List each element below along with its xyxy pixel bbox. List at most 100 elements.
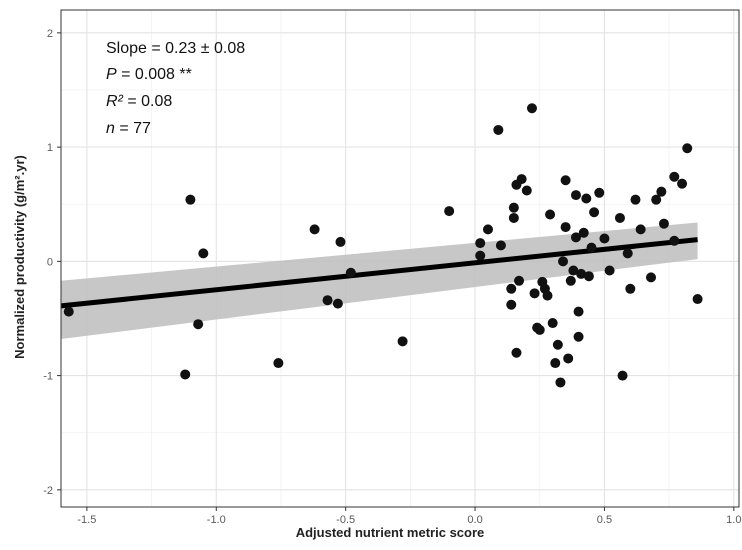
data-point	[322, 295, 333, 306]
data-point	[542, 290, 553, 301]
data-point	[508, 202, 519, 213]
r-squared-annotation: R² = 0.08	[106, 93, 172, 111]
p-symbol: P	[106, 66, 117, 83]
data-point	[568, 265, 579, 276]
data-point	[345, 267, 356, 278]
data-point	[617, 370, 628, 381]
y-tick-label: -2	[43, 485, 53, 497]
data-point	[550, 358, 561, 369]
x-tick-label: 0.0	[467, 514, 482, 526]
data-point	[193, 319, 204, 330]
data-point	[444, 206, 455, 217]
y-tick-label: 0	[47, 256, 53, 268]
confidence-band	[61, 222, 698, 340]
data-point	[506, 299, 517, 310]
data-point	[552, 339, 563, 350]
data-point	[508, 212, 519, 223]
data-point	[397, 336, 408, 347]
slope-annotation: Slope = 0.23 ± 0.08	[106, 40, 245, 58]
y-tick-label: 2	[47, 28, 53, 40]
data-point	[682, 143, 693, 154]
data-point	[570, 232, 581, 243]
data-point	[594, 187, 605, 198]
data-point	[570, 190, 581, 201]
data-point	[63, 306, 74, 317]
data-point	[669, 235, 680, 246]
data-point	[692, 294, 703, 305]
data-point	[630, 194, 641, 205]
data-point	[521, 185, 532, 196]
n-symbol: n	[106, 120, 115, 137]
data-point	[511, 347, 522, 358]
data-point	[586, 242, 597, 253]
data-point	[475, 250, 486, 261]
data-point	[482, 224, 493, 235]
data-point	[583, 271, 594, 282]
data-point	[332, 298, 343, 309]
data-point	[573, 306, 584, 317]
p-value-text: = 0.008 **	[116, 66, 192, 83]
data-point	[622, 248, 633, 259]
data-point	[526, 103, 537, 114]
data-point	[563, 353, 574, 364]
data-point	[555, 377, 566, 388]
x-tick-label: 1.0	[726, 514, 741, 526]
data-point	[560, 222, 571, 233]
data-point	[558, 256, 569, 267]
data-point	[578, 227, 589, 238]
data-point	[335, 236, 346, 247]
data-point	[651, 194, 662, 205]
data-point	[185, 194, 196, 205]
n-annotation: n = 77	[106, 120, 151, 138]
data-point	[669, 171, 680, 182]
data-point	[547, 318, 558, 329]
data-point	[604, 265, 615, 276]
axes-layer: -1.5 -1.0 -0.5 0.0 0.5 1.0 -2 -1 0 1 2	[43, 9, 741, 526]
data-point	[646, 272, 657, 283]
x-tick-label: -1.0	[207, 514, 226, 526]
y-tick-label: 1	[47, 142, 53, 154]
data-point	[614, 212, 625, 223]
data-point	[493, 124, 504, 135]
x-axis-title: Adjusted nutrient metric score	[296, 525, 485, 540]
y-axis-title: Normalized productivity (g/m².yr)	[12, 155, 27, 359]
data-point	[635, 224, 646, 235]
y-tick-label: -1	[43, 371, 53, 383]
data-point	[180, 369, 191, 380]
data-point	[516, 174, 527, 185]
confidence-band-layer	[61, 222, 698, 340]
slope-text: Slope = 0.23 ± 0.08	[106, 40, 246, 57]
r2-value-text: = 0.08	[122, 93, 173, 110]
x-tick-label: -1.5	[77, 514, 96, 526]
x-tick-label: 0.5	[597, 514, 612, 526]
data-point	[514, 275, 525, 286]
data-point	[576, 268, 587, 279]
data-point	[625, 283, 636, 294]
x-tick-label: -0.5	[336, 514, 355, 526]
data-point	[677, 178, 688, 189]
data-point	[573, 331, 584, 342]
data-point	[273, 358, 284, 369]
data-point	[599, 233, 610, 244]
data-point	[589, 207, 600, 218]
n-value-text: = 77	[114, 120, 151, 137]
data-point	[475, 238, 486, 249]
p-value-annotation: P = 0.008 **	[106, 66, 192, 84]
data-point	[506, 283, 517, 294]
data-point	[565, 275, 576, 286]
data-point	[495, 240, 506, 251]
data-point	[529, 288, 540, 299]
data-point	[198, 248, 209, 259]
data-points-layer	[63, 103, 703, 388]
data-point	[656, 186, 667, 197]
data-point	[581, 193, 592, 204]
r2-symbol: R²	[106, 93, 123, 110]
data-point	[658, 218, 669, 229]
data-point	[534, 324, 545, 335]
data-point	[545, 209, 556, 220]
data-point	[560, 175, 571, 186]
panel-border	[60, 9, 740, 508]
data-point	[309, 224, 320, 235]
